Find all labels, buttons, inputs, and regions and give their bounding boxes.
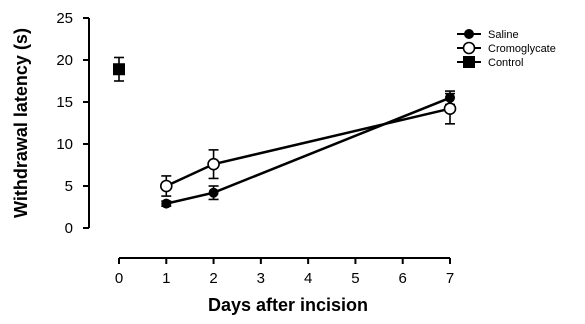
- cromoglycate-point: [159, 179, 173, 193]
- x-tick-label: 3: [257, 270, 265, 287]
- x-tick-label: 7: [446, 270, 454, 287]
- series-control: [113, 56, 125, 82]
- x-tick-label: 0: [115, 270, 123, 287]
- series-cromoglycate: [159, 92, 457, 197]
- legend: Saline Cromoglycate Control: [457, 29, 556, 69]
- y-tick-label: 20: [56, 52, 73, 69]
- legend-label-cromoglycate: Cromoglycate: [488, 43, 556, 55]
- axes: [88, 18, 450, 259]
- saline-point: [208, 187, 219, 198]
- y-axis-title: Withdrawal latency (s): [11, 28, 31, 218]
- y-tick-label: 15: [56, 94, 73, 111]
- y-tick-label: 5: [65, 178, 73, 195]
- cromoglycate-point: [443, 102, 457, 116]
- series-layer: [113, 56, 457, 209]
- x-tick-label: 4: [304, 270, 312, 287]
- control-point: [113, 63, 125, 76]
- y-tick-label: 0: [65, 220, 73, 237]
- y-tick-label: 25: [56, 10, 73, 27]
- series-saline: [161, 90, 455, 209]
- cromoglycate-point: [207, 157, 220, 171]
- legend-marker-control: [463, 56, 475, 68]
- cromoglycate-line: [165, 107, 451, 188]
- y-ticks: 0 5 10 15 20 25: [56, 10, 89, 237]
- legend-label-control: Control: [488, 57, 523, 69]
- x-tick-label: 5: [351, 270, 359, 287]
- legend-marker-cromoglycate: [462, 41, 476, 55]
- x-tick-label: 1: [162, 270, 170, 287]
- x-ticks: 0 1 2 3 4 5 6 7: [115, 258, 454, 287]
- legend-marker-saline: [464, 29, 474, 39]
- x-tick-label: 6: [399, 270, 407, 287]
- saline-point: [161, 198, 172, 209]
- saline-line: [166, 96, 451, 205]
- legend-label-saline: Saline: [488, 29, 519, 41]
- x-axis-title: Days after incision: [208, 295, 368, 315]
- x-tick-label: 2: [209, 270, 217, 287]
- y-tick-label: 10: [56, 136, 73, 153]
